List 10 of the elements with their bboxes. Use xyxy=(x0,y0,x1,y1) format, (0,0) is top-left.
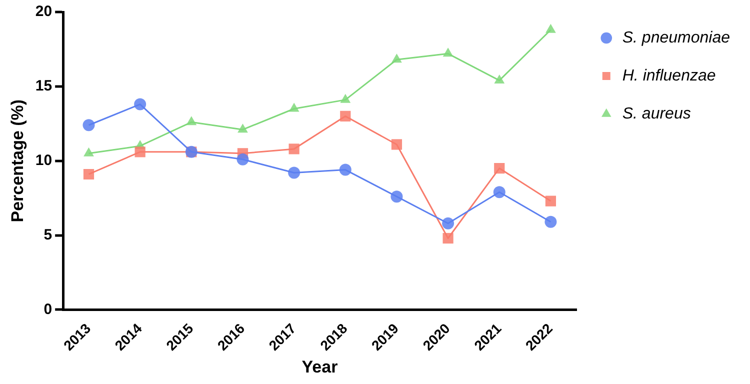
legend-label: S. pneumoniae xyxy=(622,29,730,46)
y-tick-label: 5 xyxy=(44,226,52,244)
y-tick-label: 20 xyxy=(35,3,52,20)
legend-label: S. aureus xyxy=(622,105,691,122)
y-axis-title: Percentage (%) xyxy=(8,99,27,222)
y-tick-label: 0 xyxy=(44,300,52,318)
y-tick-label: 15 xyxy=(35,78,52,95)
legend-label: H. influenzae xyxy=(622,67,716,84)
x-axis-title: Year xyxy=(302,357,338,376)
y-tick-label: 10 xyxy=(35,152,52,169)
